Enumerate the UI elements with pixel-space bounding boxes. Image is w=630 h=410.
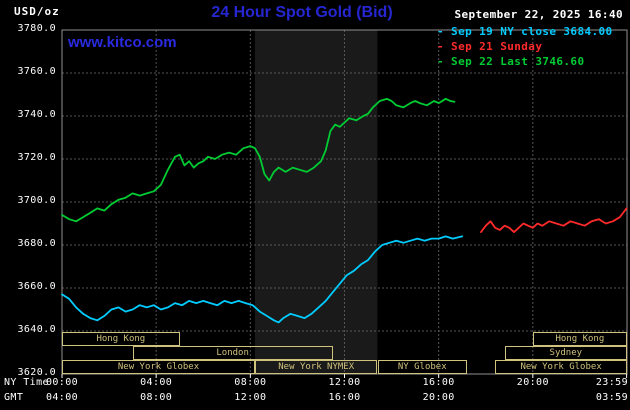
legend-item: - Sep 22 Last 3746.60 [437, 54, 613, 69]
x-axis-label-ny: 16:00 [422, 377, 455, 388]
y-axis-label: 3640.0 [17, 324, 56, 335]
x-axis-label-ny: 00:00 [45, 377, 79, 388]
session-label: Hong Kong [555, 334, 605, 344]
session-label: New York Globex [520, 362, 602, 372]
x-axis-label-gmt: 03:59 [595, 392, 628, 403]
x-axis-label-ny: 12:00 [328, 377, 361, 388]
y-axis-label: 3700.0 [17, 195, 56, 206]
x-axis-label-ny: 04:00 [140, 377, 173, 388]
legend-item: - Sep 21 Sunday [437, 39, 613, 54]
session-box-hong-kong: Hong Kong [532, 332, 627, 346]
legend-item-label: Sep 22 Last 3746.60 [451, 55, 585, 68]
y-axis-label: 3660.0 [17, 281, 56, 292]
session-box-new-york-globex: New York Globex [495, 360, 627, 374]
x-axis-label-gmt: 08:00 [140, 392, 173, 403]
units-label: USD/oz [14, 5, 60, 18]
session-box-new-york-nymex: New York NYMEX [255, 360, 378, 374]
page-title: 24 Hour Spot Gold (Bid) [211, 4, 393, 21]
session-box-london: London [132, 346, 333, 360]
series-line-sep-22-last [61, 97, 456, 223]
gmt-axis-caption: GMT [4, 392, 24, 403]
x-axis-label-gmt: 20:00 [422, 392, 455, 403]
y-axis-label: 3680.0 [17, 238, 56, 249]
session-label: NY Globex [397, 362, 447, 372]
y-axis-label: 3720.0 [17, 152, 56, 163]
y-axis-label: 3760.0 [17, 66, 56, 77]
ny-time-axis-caption: NY Time [4, 377, 49, 388]
legend-dash: - [437, 25, 452, 38]
kitco-link[interactable]: www.kitco.com [68, 34, 177, 51]
legend-dash: - [437, 55, 452, 68]
x-axis-label-gmt: 16:00 [328, 392, 361, 403]
session-label: New York NYMEX [278, 362, 355, 372]
datetime-label: September 22, 2025 16:40 [454, 8, 623, 21]
x-axis-label-ny: 08:00 [234, 377, 267, 388]
x-axis-label-ny: 20:00 [516, 377, 549, 388]
legend-item: - Sep 19 NY close 3684.00 [437, 24, 613, 39]
session-label: London [216, 348, 249, 358]
legend: - Sep 19 NY close 3684.00- Sep 21 Sunday… [437, 24, 613, 69]
session-box-new-york-globex: New York Globex [62, 360, 255, 374]
series-line-sep-21-sunday [480, 207, 628, 234]
series-line-sep-19-ny-close [61, 235, 464, 324]
session-box-sydney: Sydney [504, 346, 627, 360]
session-label: Sydney [549, 348, 583, 358]
y-axis-label: 3740.0 [17, 109, 56, 120]
legend-item-label: Sep 19 NY close 3684.00 [451, 25, 613, 38]
session-label: Hong Kong [96, 334, 146, 344]
y-axis-label: 3780.0 [17, 23, 56, 34]
x-axis-label-gmt: 12:00 [234, 392, 267, 403]
legend-item-label: Sep 21 Sunday [451, 40, 543, 53]
session-box-hong-kong: Hong Kong [62, 332, 180, 346]
legend-dash: - [437, 40, 452, 53]
session-box-ny-globex: NY Globex [377, 360, 467, 374]
x-axis-label-gmt: 04:00 [45, 392, 79, 403]
y-axis-label: 3620.0 [17, 367, 56, 378]
x-axis-label-ny: 23:59 [595, 377, 628, 388]
session-label: New York Globex [117, 362, 200, 372]
